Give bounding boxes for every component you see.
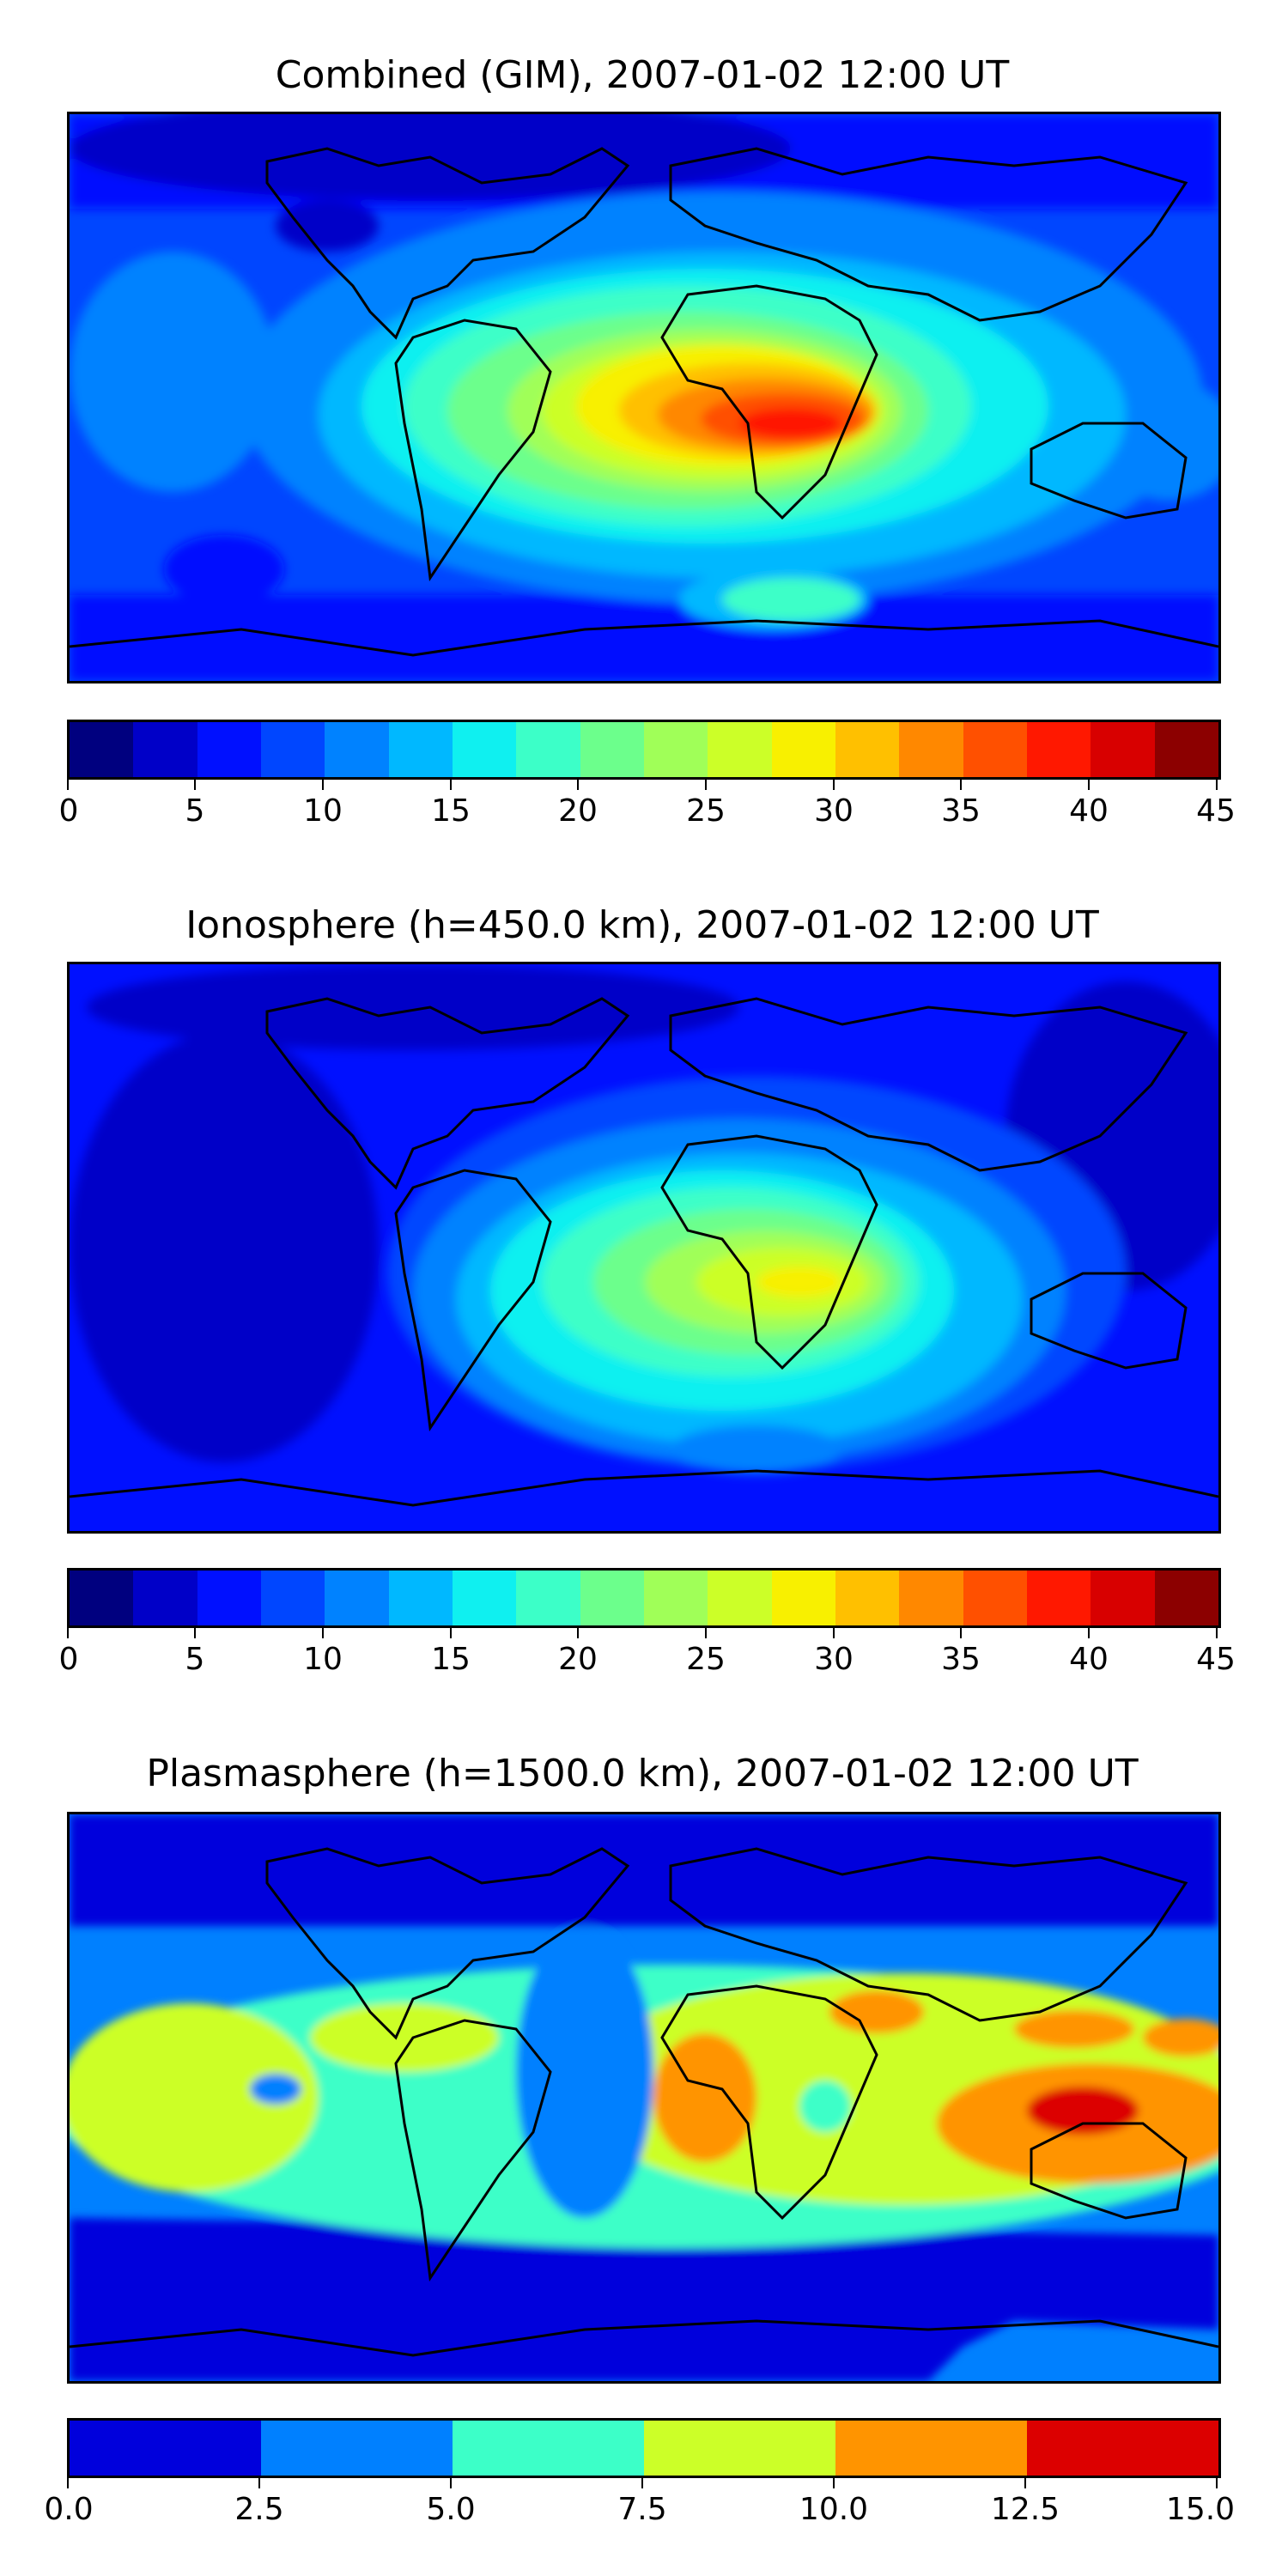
tick-label: 5.0 xyxy=(426,2492,476,2527)
colorbar-swatch xyxy=(133,722,197,777)
tec-map-combined xyxy=(70,114,1218,681)
colorbar-swatch xyxy=(325,722,389,777)
colorbar-plasmasphere xyxy=(67,2418,1221,2478)
map-ionosphere xyxy=(67,962,1221,1534)
colorbar-swatch xyxy=(260,1571,325,1625)
colorbar-swatch xyxy=(1091,722,1155,777)
colorbar-swatch xyxy=(963,722,1027,777)
tick-label: 30 xyxy=(814,793,854,829)
colorbar-swatch xyxy=(516,722,580,777)
colorbar-swatch xyxy=(1026,1571,1091,1625)
tick-label: 40 xyxy=(1069,1642,1109,1677)
tick-label: 25 xyxy=(686,1642,726,1677)
map-plasmasphere xyxy=(67,1812,1221,2384)
tick-label: 10 xyxy=(303,1642,343,1677)
colorbar-swatch xyxy=(835,2421,1027,2476)
panel-title-combined: Combined (GIM), 2007-01-02 12:00 UT xyxy=(275,53,1010,97)
colorbar-ticks-ionosphere: 0 5 10 15 20 25 30 35 40 45 xyxy=(59,1628,1236,1677)
colorbar-swatch xyxy=(899,1571,963,1625)
colorbar-swatch xyxy=(70,1571,134,1625)
colorbar-swatch xyxy=(644,2421,835,2476)
tick-label: 30 xyxy=(814,1642,854,1677)
tick-label: 20 xyxy=(558,1642,598,1677)
tick-label: 15 xyxy=(431,793,471,829)
tick-label: 45 xyxy=(1196,1642,1236,1677)
colorbar-swatch xyxy=(133,1571,197,1625)
colorbar-swatch xyxy=(70,2421,261,2476)
colorbar-swatch xyxy=(1026,722,1091,777)
colorbar-ionosphere xyxy=(67,1568,1221,1628)
tick-label: 0 xyxy=(58,1642,79,1677)
tick-label: 20 xyxy=(558,793,598,829)
colorbar-swatch xyxy=(771,1571,835,1625)
colorbar-swatch xyxy=(835,1571,900,1625)
tick-label: 35 xyxy=(941,1642,981,1677)
map-combined xyxy=(67,112,1221,683)
tick-label: 40 xyxy=(1069,793,1109,829)
tick-label: 25 xyxy=(686,793,726,829)
tick-label: 10 xyxy=(303,793,343,829)
panel-title-plasmasphere: Plasmasphere (h=1500.0 km), 2007-01-02 1… xyxy=(146,1752,1139,1795)
colorbar-swatch xyxy=(197,722,261,777)
colorbar-swatch xyxy=(899,722,963,777)
colorbar-swatch xyxy=(452,1571,517,1625)
colorbar-combined xyxy=(67,720,1221,780)
tick-label: 10.0 xyxy=(799,2492,869,2527)
tec-map-plasmasphere xyxy=(70,1814,1218,2381)
colorbar-ticks-plasmasphere: 0.0 2.5 5.0 7.5 10.0 12.5 15.0 xyxy=(44,2478,1235,2527)
colorbar-swatch xyxy=(261,2421,453,2476)
tick-label: 5 xyxy=(185,1642,205,1677)
colorbar-swatch xyxy=(643,1571,708,1625)
tick-label: 15.0 xyxy=(1165,2492,1236,2527)
colorbar-swatch xyxy=(516,1571,580,1625)
colorbar-swatch xyxy=(1091,1571,1155,1625)
colorbar-swatch xyxy=(580,1571,644,1625)
colorbar-swatch xyxy=(453,2421,644,2476)
colorbar-swatch xyxy=(197,1571,261,1625)
tec-map-ionosphere xyxy=(70,964,1218,1531)
colorbar-swatch xyxy=(643,722,708,777)
colorbar-swatch xyxy=(388,722,453,777)
colorbar-swatch xyxy=(1027,2421,1218,2476)
colorbar-swatch xyxy=(388,1571,453,1625)
tick-label: 7.5 xyxy=(617,2492,667,2527)
colorbar-swatch xyxy=(963,1571,1027,1625)
tick-label: 0.0 xyxy=(44,2492,94,2527)
tick-label: 35 xyxy=(941,793,981,829)
colorbar-swatch xyxy=(708,722,772,777)
colorbar-swatch xyxy=(835,722,900,777)
colorbar-swatch xyxy=(70,722,134,777)
tick-label: 12.5 xyxy=(990,2492,1060,2527)
colorbar-swatch xyxy=(771,722,835,777)
colorbar-ticks-combined: 0 5 10 15 20 25 30 35 40 45 xyxy=(59,780,1236,829)
colorbar-swatch xyxy=(708,1571,772,1625)
coastline-outline xyxy=(70,1847,1218,2357)
colorbar-swatch xyxy=(325,1571,389,1625)
colorbar-swatch xyxy=(452,722,517,777)
tick-label: 2.5 xyxy=(234,2492,284,2527)
tick-label: 0 xyxy=(58,793,79,829)
coastline-outline xyxy=(70,147,1218,657)
colorbar-swatch xyxy=(1154,722,1218,777)
colorbar-swatch xyxy=(580,722,644,777)
tick-label: 45 xyxy=(1196,793,1236,829)
colorbar-swatch xyxy=(1154,1571,1218,1625)
coastline-outline xyxy=(70,997,1218,1507)
tick-label: 15 xyxy=(431,1642,471,1677)
panel-title-ionosphere: Ionosphere (h=450.0 km), 2007-01-02 12:0… xyxy=(185,903,1099,947)
colorbar-swatch xyxy=(260,722,325,777)
tick-label: 5 xyxy=(185,793,205,829)
